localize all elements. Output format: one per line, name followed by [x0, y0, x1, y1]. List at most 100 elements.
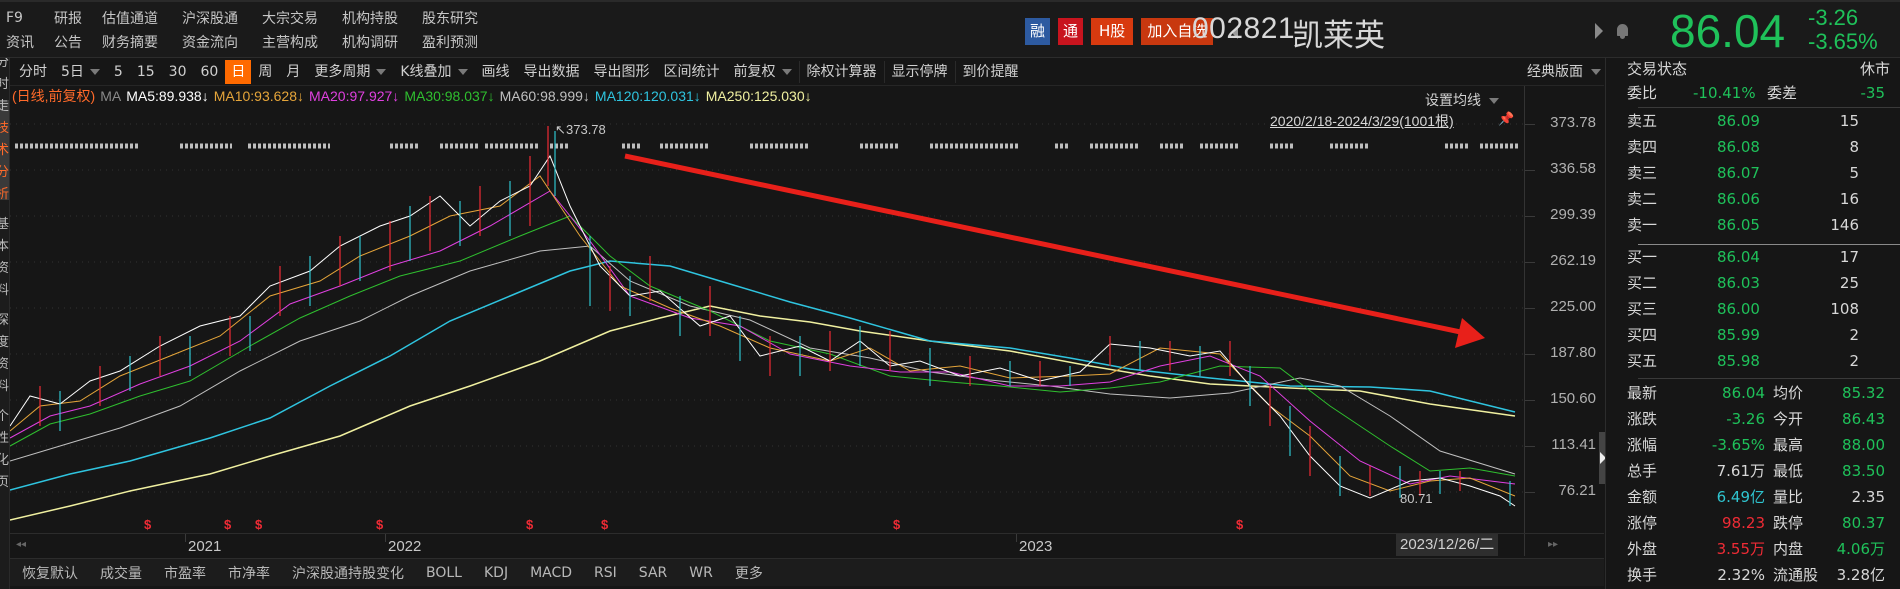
tab-pe[interactable]: 市盈率: [164, 565, 206, 582]
kline-overlay-dropdown[interactable]: K线叠加: [393, 60, 474, 84]
add-watchlist-button[interactable]: 加入自选: [1141, 18, 1214, 45]
draw-line-button[interactable]: 画线: [481, 64, 510, 80]
nav-shareholder-research[interactable]: 股东研究: [422, 11, 478, 27]
ask-row[interactable]: 卖五 86.09 15: [1627, 110, 1897, 132]
export-image-button[interactable]: 导出图形: [593, 64, 650, 80]
vtab-char[interactable]: 本: [0, 236, 9, 258]
nav-research-report[interactable]: 研报: [54, 11, 82, 27]
bell-icon[interactable]: [1617, 24, 1628, 39]
margin-badge[interactable]: 融: [1025, 18, 1051, 45]
bid-row[interactable]: 买五 85.98 2: [1627, 350, 1897, 372]
vtab-char[interactable]: 料: [0, 376, 9, 398]
stat-label: 外盘: [1627, 540, 1658, 558]
nav-business-composition[interactable]: 主营构成: [262, 35, 318, 51]
vtab-char[interactable]: 资: [0, 258, 9, 280]
adjust-dropdown[interactable]: 前复权: [727, 60, 799, 84]
nav-f9[interactable]: F9: [6, 10, 23, 26]
tab-monthly[interactable]: 月: [286, 64, 301, 80]
vtab-char[interactable]: 性: [0, 428, 9, 450]
ask-row[interactable]: 卖一 86.05 146: [1627, 214, 1897, 236]
bid-row[interactable]: 买二 86.03 25: [1627, 272, 1897, 294]
nav-news[interactable]: 资讯: [6, 35, 34, 51]
price-alert-button[interactable]: 到价提醒: [962, 64, 1019, 80]
ask-row[interactable]: 卖三 86.07 5: [1627, 162, 1897, 184]
tab-sar[interactable]: SAR: [638, 564, 668, 581]
svg-text:$: $: [144, 517, 152, 532]
nav-financial-summary[interactable]: 财务摘要: [102, 35, 158, 51]
vtab-char[interactable]: 析: [0, 184, 9, 206]
bid-label: 买四: [1627, 326, 1658, 344]
range-stats-button[interactable]: 区间统计: [663, 64, 720, 80]
nav-institution-holding[interactable]: 机构持股: [342, 11, 398, 27]
more-periods-dropdown[interactable]: 更多周期: [307, 60, 393, 84]
tab-restore-default[interactable]: 恢复默认: [22, 565, 78, 582]
tab-more[interactable]: 更多: [734, 565, 763, 582]
vtab-char[interactable]: 页: [0, 472, 9, 494]
classic-layout-dropdown[interactable]: 经典版面: [1519, 60, 1601, 84]
next-stock-icon[interactable]: [1595, 23, 1603, 39]
show-suspension-button[interactable]: 显示停牌: [891, 64, 948, 80]
tab-wr[interactable]: WR: [689, 564, 713, 581]
scroll-right-icon[interactable]: ▸▸: [1548, 539, 1559, 550]
ask-row[interactable]: 卖四 86.08 8: [1627, 136, 1897, 158]
kline-chart[interactable]: ↖ 373.78 80.71 $ $ $ $ $ $ $ $: [10, 86, 1524, 532]
set-ma-dropdown[interactable]: 设置均线: [1425, 90, 1499, 110]
stat-value: -3.26: [1726, 410, 1765, 428]
vtab-char[interactable]: 基: [0, 214, 9, 236]
stats-row: 最新 86.04 均价 85.32: [1627, 382, 1897, 404]
bid-row[interactable]: 买四 85.99 2: [1627, 324, 1897, 346]
vertical-tab-active[interactable]: [0, 100, 9, 200]
tab-5min[interactable]: 5: [113, 64, 123, 80]
tab-volume[interactable]: 成交量: [100, 565, 142, 582]
bid-row[interactable]: 买一 86.04 17: [1627, 246, 1897, 268]
tab-daily[interactable]: 日: [225, 60, 252, 84]
tab-boll[interactable]: BOLL: [426, 564, 462, 581]
h-share-badge[interactable]: H股: [1091, 18, 1134, 45]
tab-30min[interactable]: 30: [168, 64, 187, 80]
stat-value: 88.00: [1842, 436, 1885, 454]
vtab-char[interactable]: 度: [0, 332, 9, 354]
nav-earnings-forecast[interactable]: 盈利预测: [422, 35, 478, 51]
nav-announcements[interactable]: 公告: [54, 35, 82, 51]
nav-stock-connect[interactable]: 沪深股通: [182, 11, 238, 27]
prev-stock-icon[interactable]: [1231, 24, 1239, 39]
export-data-button[interactable]: 导出数据: [523, 64, 580, 80]
tab-5day[interactable]: 5日: [54, 60, 107, 84]
tab-connect-holding-change[interactable]: 沪深股通持股变化: [292, 565, 404, 582]
vtab-char[interactable]: 走: [0, 96, 9, 118]
tab-macd[interactable]: MACD: [530, 564, 573, 581]
vtab-char[interactable]: 料: [0, 280, 9, 302]
tab-intraday[interactable]: 分时: [19, 64, 47, 80]
ex-rights-calculator-button[interactable]: 除权计算器: [806, 64, 877, 80]
pin-icon[interactable]: 📌: [1498, 112, 1515, 127]
tab-weekly[interactable]: 周: [258, 64, 273, 80]
tab-pb[interactable]: 市净率: [228, 565, 270, 582]
vtab-char[interactable]: 技: [0, 118, 9, 140]
tick: [1525, 492, 1535, 493]
vtab-char[interactable]: 术: [0, 140, 9, 162]
stat-label: 均价: [1773, 384, 1804, 402]
nav-institution-research[interactable]: 机构调研: [342, 35, 398, 51]
tab-60min[interactable]: 60: [200, 64, 219, 80]
tab-rsi[interactable]: RSI: [594, 564, 617, 581]
scroll-left-icon[interactable]: ◂◂: [16, 539, 27, 550]
ask-row[interactable]: 卖二 86.06 16: [1627, 188, 1897, 210]
bid-label: 买三: [1627, 300, 1658, 318]
vtab-char[interactable]: 分: [0, 58, 9, 74]
vtab-char[interactable]: 化: [0, 450, 9, 472]
tab-15min[interactable]: 15: [136, 64, 155, 80]
nav-fund-flow[interactable]: 资金流向: [182, 35, 238, 51]
vtab-char[interactable]: 深: [0, 310, 9, 332]
vtab-char[interactable]: 资: [0, 354, 9, 376]
connect-badge[interactable]: 通: [1058, 18, 1084, 45]
nav-valuation-channel[interactable]: 估值通道: [102, 11, 158, 27]
vtab-char[interactable]: 分: [0, 162, 9, 184]
bid-row[interactable]: 买三 86.00 108: [1627, 298, 1897, 320]
panel-collapse-handle[interactable]: [1599, 432, 1606, 484]
vtab-char[interactable]: 个: [0, 406, 9, 428]
tab-kdj[interactable]: KDJ: [483, 564, 509, 581]
nav-block-trade[interactable]: 大宗交易: [262, 11, 318, 27]
y-tick-label: 225.00: [1550, 298, 1596, 315]
vtab-char[interactable]: 时: [0, 74, 9, 96]
date-range-link[interactable]: 2020/2/18-2024/3/29(1001根): [1270, 113, 1454, 129]
